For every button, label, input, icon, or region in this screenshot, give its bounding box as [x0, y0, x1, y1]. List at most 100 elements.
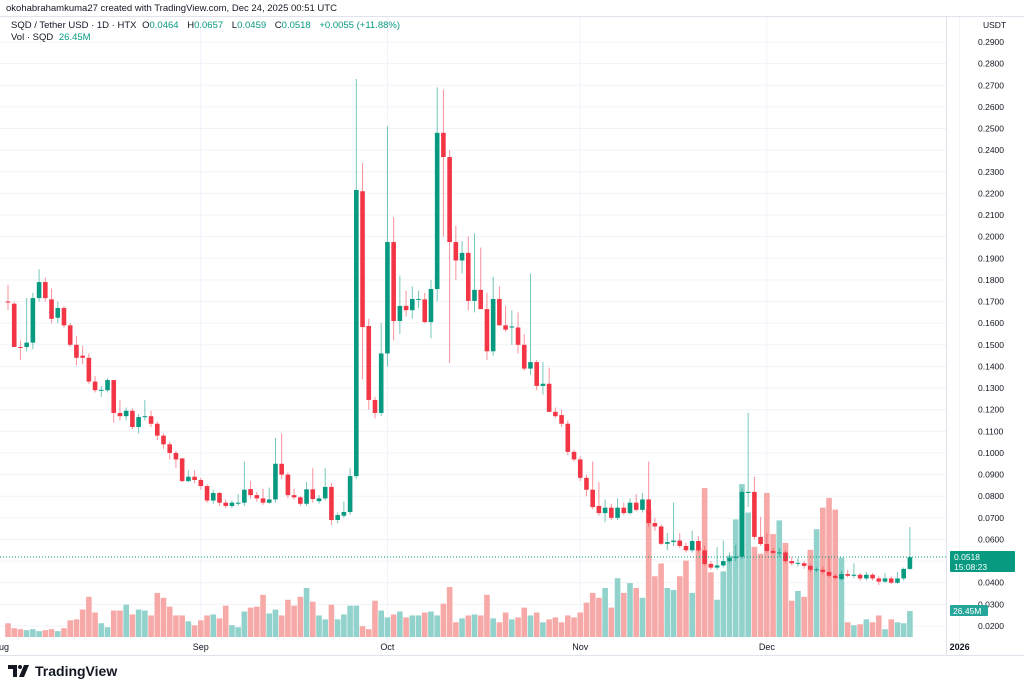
volume-bar	[154, 592, 161, 637]
volume-bar	[30, 629, 36, 637]
candle-body	[217, 492, 222, 503]
candle-body	[509, 326, 515, 328]
volume-bar	[490, 618, 496, 637]
candle-body	[646, 499, 651, 524]
volume-bar	[104, 627, 111, 637]
candle-body	[652, 523, 658, 527]
symbol-title[interactable]: SQD / Tether USD · 1D · HTX	[11, 20, 137, 31]
candle-body	[621, 507, 627, 514]
candle-body	[484, 309, 490, 352]
tradingview-brand: TradingView	[35, 663, 118, 679]
candle-body	[24, 342, 29, 347]
volume-bar	[446, 587, 453, 637]
volume-bar	[210, 614, 217, 637]
volume-bar	[627, 583, 633, 637]
price-tick-label: 0.0600	[978, 534, 1004, 544]
volume-bars	[5, 484, 913, 637]
volume-bar	[5, 623, 11, 637]
last-volume-tag: 26.45M	[950, 605, 988, 616]
volume-bar	[515, 617, 521, 637]
volume-bar	[459, 618, 465, 637]
volume-bar	[440, 603, 447, 637]
candle-body	[596, 505, 602, 514]
candle-body	[826, 571, 832, 576]
volume-bar	[73, 619, 80, 637]
tradingview-logo-icon	[8, 665, 29, 677]
volume-bar	[384, 617, 391, 637]
candle-body	[534, 362, 539, 386]
price-tick-label: 0.1500	[978, 340, 1004, 350]
volume-bar	[664, 588, 671, 637]
volume-bar	[235, 627, 241, 637]
candle-body	[266, 499, 272, 503]
volume-bar	[571, 617, 577, 637]
candle-body	[92, 381, 98, 391]
volume-bar	[558, 622, 565, 637]
candle-body	[86, 357, 92, 382]
price-axis[interactable]: 0.02000.03000.04000.05000.06000.07000.08…	[978, 37, 1004, 631]
volume-bar	[98, 623, 105, 637]
candle-body	[260, 498, 266, 503]
volume-bar	[135, 609, 142, 637]
tradingview-logo[interactable]: TradingView	[8, 663, 117, 679]
volume-bar	[291, 605, 297, 637]
volume-bar	[36, 631, 42, 637]
volume-bar	[577, 612, 584, 637]
candle-body	[397, 305, 403, 322]
volume-bar	[129, 614, 136, 637]
price-tick-label: 0.1000	[978, 448, 1004, 458]
candle-body	[615, 507, 620, 518]
candle-body	[298, 497, 303, 504]
candle-body	[136, 417, 141, 428]
volume-bar	[620, 592, 627, 637]
volume-bar	[751, 546, 758, 637]
candle-body	[372, 399, 378, 413]
volume-bar	[61, 628, 67, 637]
volume-bar	[142, 610, 148, 637]
volume-bar	[521, 607, 528, 637]
volume-bar	[303, 588, 310, 637]
volume-bar	[795, 590, 801, 637]
volume-bar	[397, 611, 403, 637]
volume-bar	[309, 601, 316, 637]
time-axis[interactable]: Aug Sep Oct Nov Dec 2026	[0, 642, 970, 652]
price-tick-label: 0.2100	[978, 210, 1004, 220]
candle-body	[142, 416, 148, 418]
candle-body	[888, 578, 894, 583]
candle-body	[117, 412, 123, 417]
volume-bar	[378, 610, 384, 637]
candle-body	[795, 562, 801, 564]
candle-body	[528, 362, 533, 369]
volume-bar	[110, 610, 117, 637]
candle-body	[559, 415, 564, 424]
volume-bar	[191, 625, 198, 637]
volume-bar	[739, 484, 745, 637]
volume-bar	[359, 626, 366, 637]
candle-body	[577, 459, 583, 478]
price-tick-label: 0.2700	[978, 80, 1004, 90]
candle-body	[745, 491, 751, 493]
volume-bar	[608, 607, 615, 637]
volume-bar	[465, 615, 472, 637]
candle-body	[901, 568, 906, 579]
high-label: H	[187, 20, 195, 31]
price-tick-label: 0.1600	[978, 318, 1004, 328]
candle-body	[764, 544, 770, 551]
candle-body	[702, 550, 707, 564]
volume-bar	[409, 615, 416, 637]
volume-bar	[639, 597, 646, 637]
author-line: okohabrahamkuma27 created with TradingVi…	[6, 3, 337, 14]
price-tick-label: 0.0800	[978, 491, 1004, 501]
volume-bar	[907, 611, 913, 637]
time-tick-label: Oct	[380, 642, 395, 652]
volume-bar	[838, 557, 845, 637]
candle-body	[186, 476, 191, 482]
candle-body	[347, 476, 353, 513]
candle-body	[553, 411, 558, 417]
volume-bar	[658, 563, 664, 637]
price-tick-label: 0.2800	[978, 59, 1004, 69]
volume-bar	[428, 611, 434, 637]
volume-bar	[260, 594, 266, 637]
candle-body	[148, 416, 154, 424]
